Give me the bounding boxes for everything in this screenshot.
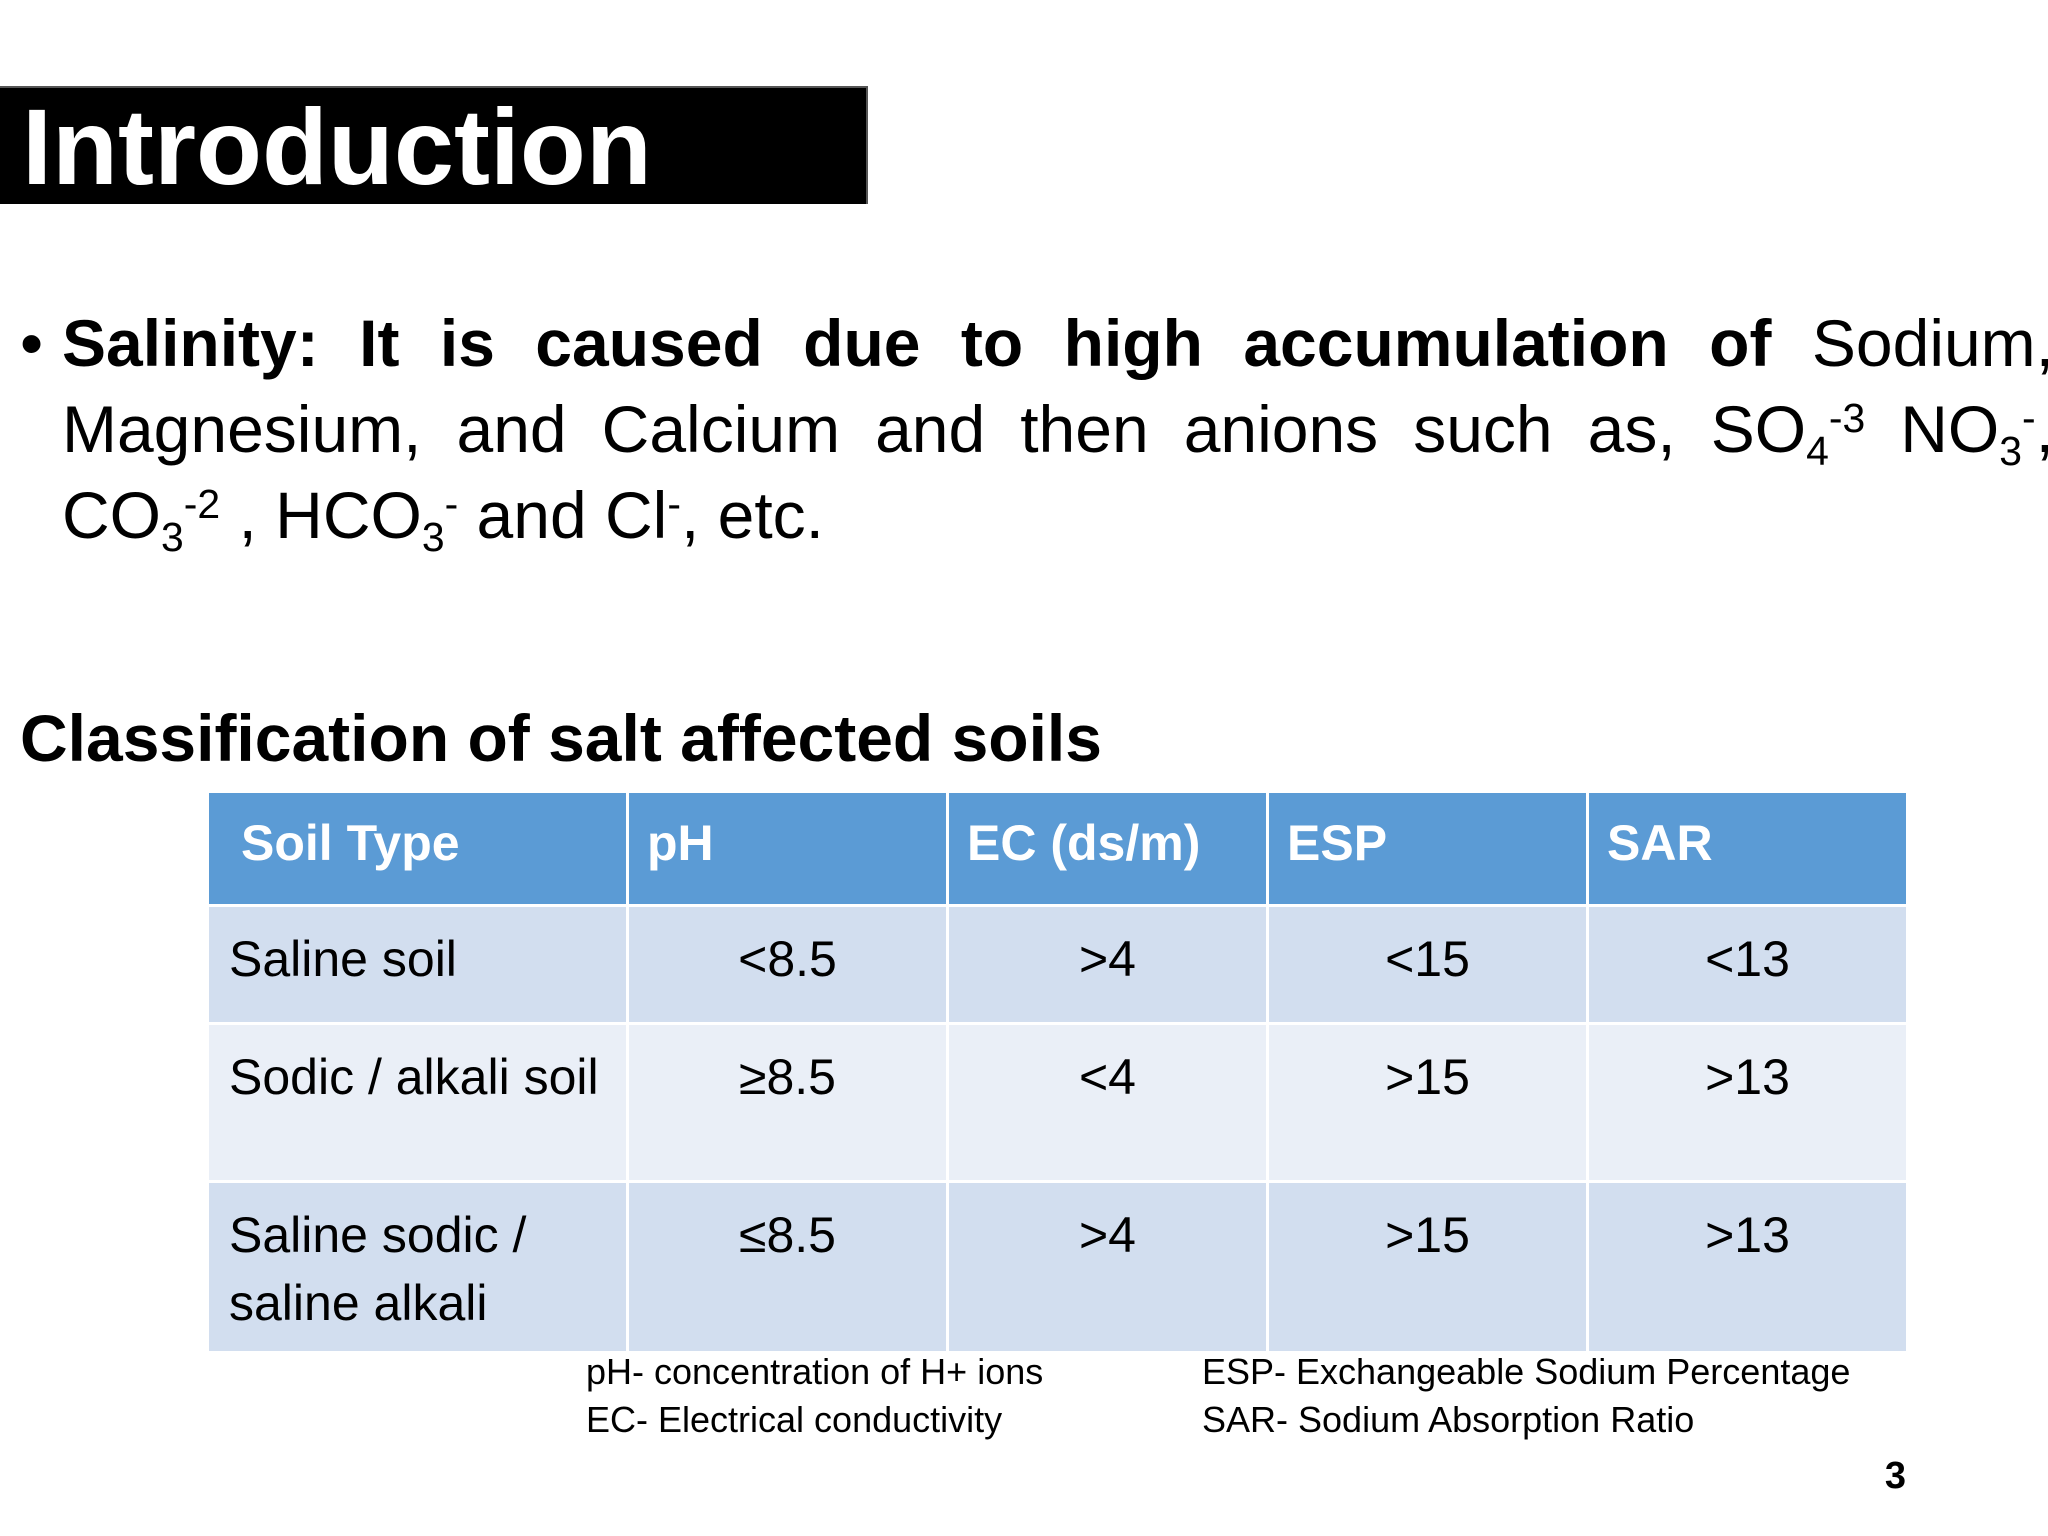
salinity-text-1: Sodium, Magnesium, and Calcium and then …	[62, 306, 2048, 466]
legend-esp: ESP- Exchangeable Sodium Percentage	[1202, 1351, 1851, 1392]
legend-ph: pH- concentration of H+ ions	[586, 1351, 1044, 1392]
header-esp: ESP	[1266, 790, 1589, 907]
header-sar: SAR	[1586, 790, 1909, 907]
so4-subscript: 4	[1806, 428, 1829, 475]
legend-ec: EC- Electrical conductivity	[586, 1399, 1003, 1440]
no3-subscript: 3	[1999, 428, 2023, 475]
table-row: Sodic / alkali soil ≥8.5 <4 >15 >13	[206, 1022, 1909, 1183]
bullet-dot-icon: •	[20, 306, 44, 380]
so4-superscript: -3	[1828, 394, 1866, 441]
co3-superscript: -2	[183, 480, 221, 527]
cl-superscript: -	[667, 480, 681, 527]
no3-superscript: -	[2022, 394, 2036, 441]
legend-left: pH- concentration of H+ ions EC- Electri…	[586, 1348, 1043, 1444]
salinity-paragraph: Salinity: It is caused due to high accum…	[62, 300, 2048, 558]
hco3-superscript: -	[444, 480, 459, 527]
table-header-row: Soil Type pH EC (ds/m) ESP SAR	[206, 790, 1909, 907]
cell-ph: ≤8.5	[626, 1180, 949, 1354]
cell-ph: ≥8.5	[626, 1022, 949, 1183]
page-number: 3	[1884, 1455, 1906, 1497]
section-heading: Classification of salt affected soils	[20, 701, 1102, 775]
header-ec: EC (ds/m)	[946, 790, 1269, 907]
legend-right: ESP- Exchangeable Sodium Percentage SAR-…	[1202, 1348, 1850, 1444]
legend-sar: SAR- Sodium Absorption Ratio	[1202, 1399, 1695, 1440]
cell-esp: >15	[1266, 1180, 1589, 1354]
cell-soil-type: Sodic / alkali soil	[206, 1022, 629, 1183]
salinity-text-3: , CO	[62, 392, 2048, 552]
cell-soil-type: Saline soil	[206, 904, 629, 1025]
table-row: Saline soil <8.5 >4 <15 <13	[206, 904, 1909, 1025]
header-ph: pH	[626, 790, 949, 907]
cell-soil-type: Saline sodic / saline alkali	[206, 1180, 629, 1354]
hco3-subscript: 3	[421, 514, 445, 561]
cell-esp: <15	[1266, 904, 1589, 1025]
classification-table: Soil Type pH EC (ds/m) ESP SAR Saline so…	[206, 790, 1909, 1354]
cell-ph: <8.5	[626, 904, 949, 1025]
salinity-text-5: and Cl	[458, 478, 668, 552]
salinity-text-6: , etc.	[680, 478, 825, 552]
header-soil-type: Soil Type	[206, 790, 629, 907]
cell-esp: >15	[1266, 1022, 1589, 1183]
salinity-text-4: , HCO	[220, 478, 422, 552]
co3-subscript: 3	[161, 514, 184, 561]
cell-sar: <13	[1586, 904, 1909, 1025]
table-row: Saline sodic / saline alkali ≤8.5 >4 >15…	[206, 1180, 1909, 1354]
cell-sar: >13	[1586, 1022, 1909, 1183]
cell-ec: <4	[946, 1022, 1269, 1183]
title-bar: Introduction	[0, 86, 868, 207]
cell-ec: >4	[946, 904, 1269, 1025]
salinity-bold-lead: Salinity: It is caused due to high accum…	[62, 306, 1772, 380]
classification-table-wrap: Soil Type pH EC (ds/m) ESP SAR Saline so…	[206, 790, 1909, 1354]
cell-ec: >4	[946, 1180, 1269, 1354]
cell-sar: >13	[1586, 1180, 1909, 1354]
slide-title: Introduction	[22, 86, 652, 207]
salinity-text-2: NO	[1865, 392, 2000, 466]
